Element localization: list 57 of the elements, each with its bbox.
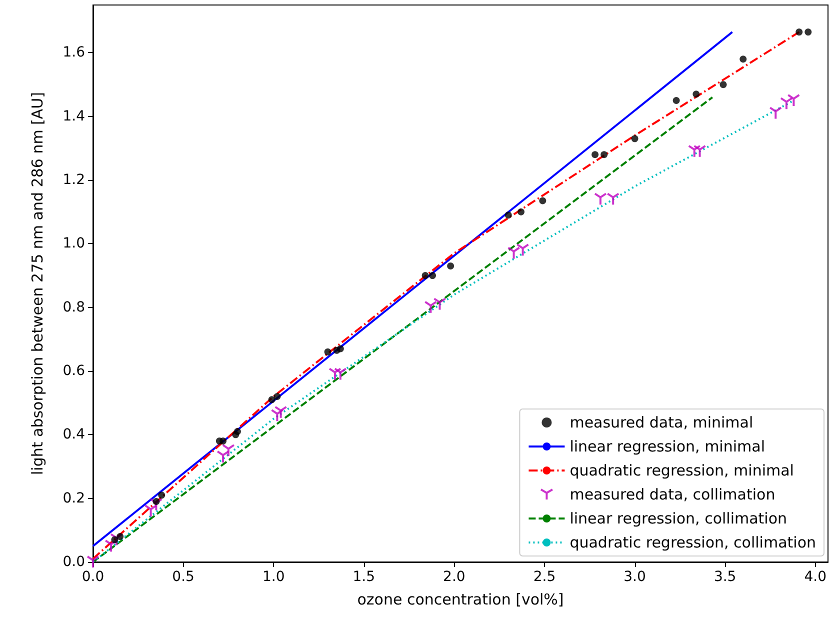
point [429, 272, 436, 280]
point [504, 212, 512, 219]
y-tick-label: 1.0 [62, 236, 85, 252]
point [518, 208, 524, 216]
legend-label: measured data, minimal [570, 414, 754, 432]
x-tick-label: 1.5 [352, 569, 376, 585]
x-tick-label: 2.5 [533, 569, 556, 585]
y-tick-label: 0.0 [62, 554, 85, 570]
legend-label: linear regression, minimal [570, 438, 765, 456]
legend-label: quadratic regression, minimal [570, 462, 794, 480]
x-tick-label: 4.0 [804, 569, 826, 585]
x-tick-label: 3.5 [714, 569, 736, 585]
x-tick-label: 3.0 [624, 569, 646, 585]
y-tick-label: 1.6 [62, 44, 86, 61]
point [422, 272, 429, 280]
x-tick-label: 0.5 [172, 569, 194, 585]
x-tick-label: 0.0 [82, 569, 104, 585]
y-tick-label: 0.6 [62, 363, 86, 380]
point [268, 396, 276, 404]
point [796, 28, 803, 36]
point [720, 81, 727, 88]
point [447, 262, 454, 270]
point [116, 533, 124, 540]
point [220, 438, 227, 445]
point [86, 556, 100, 568]
point [672, 96, 680, 104]
y-tick-label: 1.2 [62, 172, 85, 188]
point [692, 90, 700, 98]
point [158, 492, 166, 499]
x-tick-label: 2.0 [443, 569, 466, 585]
point [234, 428, 241, 435]
legend-label: quadratic regression, collimation [570, 534, 816, 552]
x-axis-title: ozone concentration [vol%] [357, 590, 564, 608]
point [740, 56, 747, 63]
y-tick-label: 0.2 [62, 490, 85, 506]
point [336, 345, 344, 352]
point [274, 392, 281, 400]
point [152, 498, 160, 506]
point [600, 151, 608, 158]
y-tick-label: 0.4 [62, 426, 86, 443]
y-tick-label: 1.4 [62, 108, 86, 124]
point [111, 536, 118, 544]
point [631, 135, 638, 142]
point [274, 406, 288, 419]
y-axis-title: light absorption between 275 nm and 286 nm [AU] [28, 92, 46, 476]
point [592, 151, 599, 158]
point [594, 192, 607, 206]
point [804, 28, 812, 36]
point [769, 106, 782, 120]
point [270, 409, 284, 422]
x-tick-label: 1.0 [262, 569, 285, 585]
y-tick-label: 0.8 [62, 299, 85, 316]
legend-label: measured data, collimation [570, 486, 776, 504]
point [539, 197, 546, 204]
point [606, 192, 620, 206]
point [324, 348, 332, 356]
legend-label: linear regression, collimation [570, 510, 788, 528]
